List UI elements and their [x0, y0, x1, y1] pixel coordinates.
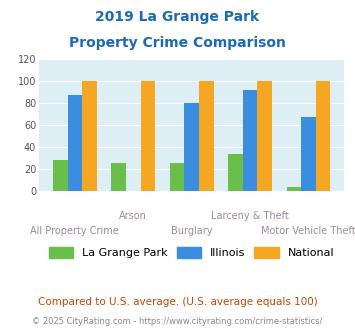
- Bar: [111, 163, 126, 191]
- Bar: [184, 103, 199, 191]
- Bar: [67, 95, 82, 191]
- Text: Property Crime Comparison: Property Crime Comparison: [69, 36, 286, 50]
- Bar: [257, 82, 272, 191]
- Bar: [170, 163, 184, 191]
- Text: © 2025 CityRating.com - https://www.cityrating.com/crime-statistics/: © 2025 CityRating.com - https://www.city…: [32, 317, 323, 326]
- Text: Motor Vehicle Theft: Motor Vehicle Theft: [261, 226, 355, 236]
- Text: Larceny & Theft: Larceny & Theft: [211, 211, 289, 221]
- Text: Burglary: Burglary: [171, 226, 212, 236]
- Text: Compared to U.S. average. (U.S. average equals 100): Compared to U.S. average. (U.S. average …: [38, 297, 317, 307]
- Bar: [243, 90, 257, 191]
- Bar: [53, 159, 67, 191]
- Bar: [199, 82, 214, 191]
- Text: Arson: Arson: [119, 211, 147, 221]
- Bar: [228, 154, 243, 191]
- Bar: [286, 187, 301, 191]
- Text: All Property Crime: All Property Crime: [31, 226, 119, 236]
- Bar: [141, 82, 155, 191]
- Legend: La Grange Park, Illinois, National: La Grange Park, Illinois, National: [45, 242, 339, 262]
- Bar: [301, 116, 316, 191]
- Bar: [316, 82, 331, 191]
- Text: 2019 La Grange Park: 2019 La Grange Park: [95, 10, 260, 24]
- Bar: [82, 82, 97, 191]
